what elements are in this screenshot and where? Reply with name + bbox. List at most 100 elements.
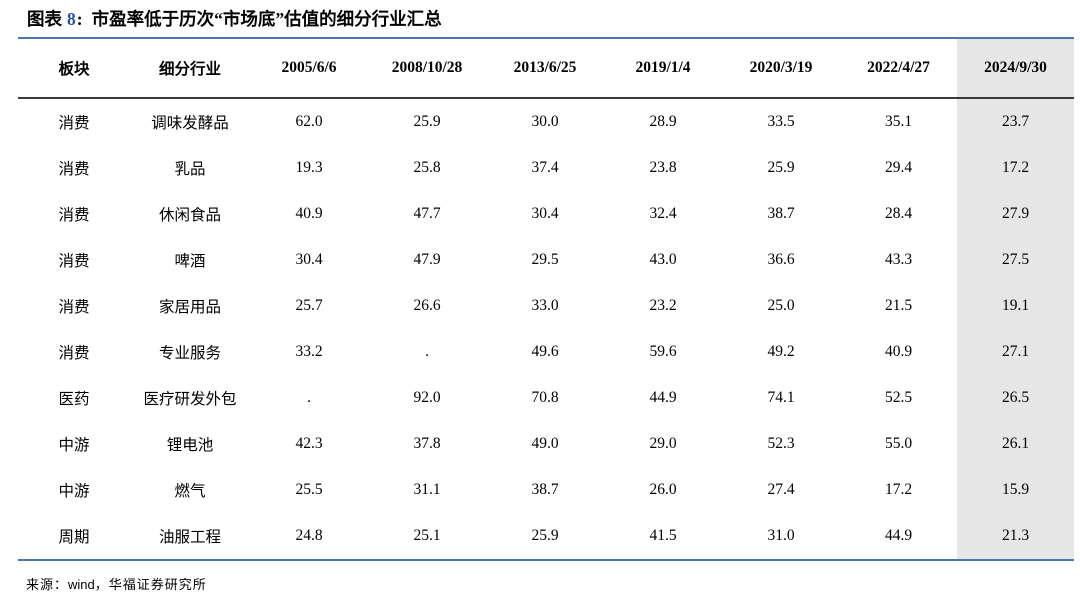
table-row: 消费 休闲食品 40.9 47.7 30.4 32.4 38.7 28.4 27.9 <box>18 191 1074 237</box>
industry-cell: 休闲食品 <box>158 207 221 224</box>
column-header-细分行业: 细分行业 <box>130 38 250 99</box>
column-header-2019-1-4: 2019/1/4 <box>604 38 722 99</box>
value-cell: 40.9 <box>295 205 323 222</box>
value-cell: 19.3 <box>295 159 323 176</box>
column-header-2008-10-28: 2008/10/28 <box>368 38 486 99</box>
industry-cell: 燃气 <box>174 483 206 500</box>
sector-cell: 医药 <box>58 391 90 408</box>
sector-cell: 消费 <box>58 345 90 362</box>
value-cell: 43.0 <box>649 251 677 268</box>
figure-label: 图表 <box>27 9 62 29</box>
value-cell: . <box>307 389 311 406</box>
report-figure-page: 图表 8: 市盈率低于历次“市场底”估值的细分行业汇总 板块 细分行业 2005/6/6… <box>0 7 1080 610</box>
value-cell: 59.6 <box>649 343 677 360</box>
value-cell: 62.0 <box>295 113 323 130</box>
value-cell: 47.9 <box>413 251 441 268</box>
value-cell: 33.2 <box>295 343 323 360</box>
value-cell: 49.6 <box>531 343 559 360</box>
industry-cell: 锂电池 <box>166 437 214 454</box>
value-cell: 37.4 <box>531 159 559 176</box>
industry-cell: 调味发酵品 <box>151 115 229 132</box>
value-cell: 27.5 <box>957 237 1074 283</box>
value-cell: 38.7 <box>767 205 795 222</box>
value-cell: 26.5 <box>957 375 1074 421</box>
column-header-2005-6-6: 2005/6/6 <box>250 38 368 99</box>
value-cell: 70.8 <box>531 389 559 406</box>
column-header-2024-9-30: 2024/9/30 <box>957 38 1074 99</box>
table-body: 消费 调味发酵品 62.0 25.9 30.0 28.9 33.5 35.1 23.7 消费 乳品 1… <box>18 98 1074 560</box>
source-prefix: 来源： <box>26 577 69 592</box>
value-cell: 21.3 <box>957 513 1074 560</box>
value-cell: 38.7 <box>531 481 559 498</box>
table-row: 消费 专业服务 33.2. 49.6 59.6 49.2 40.9 27.1 <box>18 329 1074 375</box>
industry-cell: 乳品 <box>174 161 206 178</box>
table-row: 消费 调味发酵品 62.0 25.9 30.0 28.9 33.5 35.1 23.7 <box>18 98 1074 145</box>
value-cell: 30.4 <box>295 251 323 268</box>
sector-cell: 中游 <box>58 483 90 500</box>
table-row: 中游 锂电池 42.3 37.8 49.0 29.0 52.3 55.0 26.1 <box>18 421 1074 467</box>
industry-cell: 油服工程 <box>158 529 221 546</box>
value-cell: 43.3 <box>884 251 913 268</box>
value-cell: 23.8 <box>649 159 677 176</box>
column-header-2020-3-19: 2020/3/19 <box>722 38 840 99</box>
value-cell: 33.5 <box>767 113 795 130</box>
value-cell: 25.8 <box>413 159 441 176</box>
column-header-2022-4-27: 2022/4/27 <box>840 38 957 99</box>
value-cell: 33.0 <box>531 297 559 314</box>
sector-cell: 周期 <box>58 529 90 546</box>
value-cell: 49.2 <box>767 343 795 360</box>
value-cell: 35.1 <box>884 113 913 130</box>
value-cell: 32.4 <box>649 205 677 222</box>
value-cell: 27.1 <box>957 329 1074 375</box>
value-cell: 28.9 <box>649 113 677 130</box>
value-cell: 55.0 <box>884 435 913 452</box>
value-cell: 25.5 <box>295 481 323 498</box>
source-note: 来源：wind，华福证券研究所 <box>26 574 1080 593</box>
sector-cell: 消费 <box>58 253 90 270</box>
value-cell: 23.7 <box>957 98 1074 145</box>
header-row: 板块 细分行业 2005/6/6 2008/10/28 2013/6/25 2019/1/… <box>18 38 1074 99</box>
value-cell: 30.4 <box>531 205 559 222</box>
sector-cell: 消费 <box>58 115 90 132</box>
value-cell: 74.1 <box>767 389 795 406</box>
value-cell: 25.7 <box>295 297 323 314</box>
value-cell: 25.9 <box>767 159 795 176</box>
value-cell: 36.6 <box>767 251 795 268</box>
value-cell: 28.4 <box>884 205 913 222</box>
industry-cell: 专业服务 <box>158 345 221 362</box>
sector-cell: 消费 <box>58 207 90 224</box>
industry-cell: 啤酒 <box>174 253 206 270</box>
value-cell: 24.8 <box>295 527 323 544</box>
value-cell: 41.5 <box>649 527 677 544</box>
value-cell: 31.0 <box>767 527 795 544</box>
value-cell: 37.8 <box>413 435 441 452</box>
value-cell: 25.1 <box>413 527 441 544</box>
column-header-2013-6-25: 2013/6/25 <box>486 38 604 99</box>
figure-title-text: 市盈率低于历次“市场底”估值的细分行业汇总 <box>91 9 442 29</box>
value-cell: 17.2 <box>884 481 913 498</box>
value-cell: 42.3 <box>295 435 323 452</box>
value-cell: 31.1 <box>413 481 441 498</box>
value-cell: 29.4 <box>884 159 913 176</box>
table-header-row: 板块 细分行业 2005/6/6 2008/10/28 2013/6/25 2019/1/… <box>18 38 1074 99</box>
value-cell: 44.9 <box>649 389 677 406</box>
industry-cell: 家居用品 <box>158 299 221 316</box>
value-cell: 40.9 <box>884 343 913 360</box>
source-suffix: ，华福证券研究所 <box>94 577 207 592</box>
valuation-table: 板块 细分行业 2005/6/6 2008/10/28 2013/6/25 2019/1/… <box>18 37 1074 561</box>
table-row: 消费 家居用品 25.7 26.6 33.0 23.2 25.0 21.5 19.1 <box>18 283 1074 329</box>
figure-number: 8 <box>67 9 76 29</box>
value-cell: 52.5 <box>884 389 913 406</box>
table-row: 周期 油服工程 24.8 25.1 25.9 41.5 31.0 44.9 21.3 <box>18 513 1074 560</box>
page-title: 图表 8: 市盈率低于历次“市场底”估值的细分行业汇总 <box>27 7 1080 31</box>
value-cell: 29.0 <box>649 435 677 452</box>
value-cell: 92.0 <box>413 389 441 406</box>
value-cell: 23.2 <box>649 297 677 314</box>
table-row: 消费 啤酒 30.4 47.9 29.5 43.0 36.6 43.3 27.5 <box>18 237 1074 283</box>
sector-cell: 消费 <box>58 299 90 316</box>
value-cell: 26.0 <box>649 481 677 498</box>
sector-cell: 中游 <box>58 437 90 454</box>
value-cell: 30.0 <box>531 113 559 130</box>
table-row: 中游 燃气 25.5 31.1 38.7 26.0 27.4 17.2 15.9 <box>18 467 1074 513</box>
value-cell: 19.1 <box>957 283 1074 329</box>
